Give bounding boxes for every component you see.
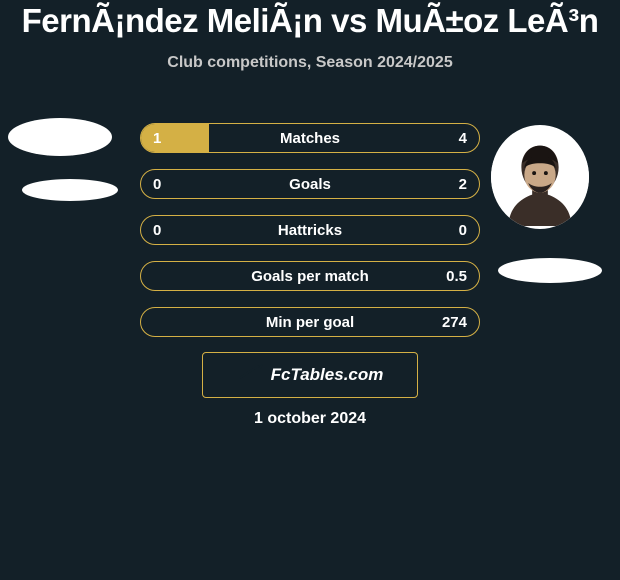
date-label: 1 october 2024 — [0, 410, 620, 428]
stat-right-value: 0.5 — [446, 268, 467, 285]
stat-row-hattricks: 0 Hattricks 0 — [140, 215, 480, 245]
player-left-avatar — [8, 118, 112, 156]
brand-label: FcTables.com — [271, 365, 384, 385]
player-right-flag — [498, 258, 602, 283]
header: FernÃ¡ndez MeliÃ¡n vs MuÃ±oz LeÃ³n Club … — [0, 0, 620, 72]
page-title: FernÃ¡ndez MeliÃ¡n vs MuÃ±oz LeÃ³n — [0, 2, 620, 40]
stats-container: 1 Matches 4 0 Goals 2 0 Hattricks 0 Goal… — [140, 123, 480, 353]
stat-right-value: 2 — [459, 176, 467, 193]
stat-label: Goals per match — [141, 268, 479, 285]
stat-row-matches: 1 Matches 4 — [140, 123, 480, 153]
stat-row-min-per-goal: Min per goal 274 — [140, 307, 480, 337]
stat-row-goals-per-match: Goals per match 0.5 — [140, 261, 480, 291]
player-left-flag — [22, 179, 118, 201]
page-subtitle: Club competitions, Season 2024/2025 — [0, 54, 620, 72]
player-right-avatar — [491, 125, 589, 229]
stat-label: Matches — [141, 130, 479, 147]
chart-icon — [237, 364, 265, 386]
stat-right-value: 274 — [442, 314, 467, 331]
stat-label: Hattricks — [141, 222, 479, 239]
stat-right-value: 4 — [459, 130, 467, 147]
stat-label: Min per goal — [141, 314, 479, 331]
stat-right-value: 0 — [459, 222, 467, 239]
player-silhouette-icon — [491, 125, 589, 229]
stat-row-goals: 0 Goals 2 — [140, 169, 480, 199]
stat-label: Goals — [141, 176, 479, 193]
brand-box[interactable]: FcTables.com — [202, 352, 418, 398]
